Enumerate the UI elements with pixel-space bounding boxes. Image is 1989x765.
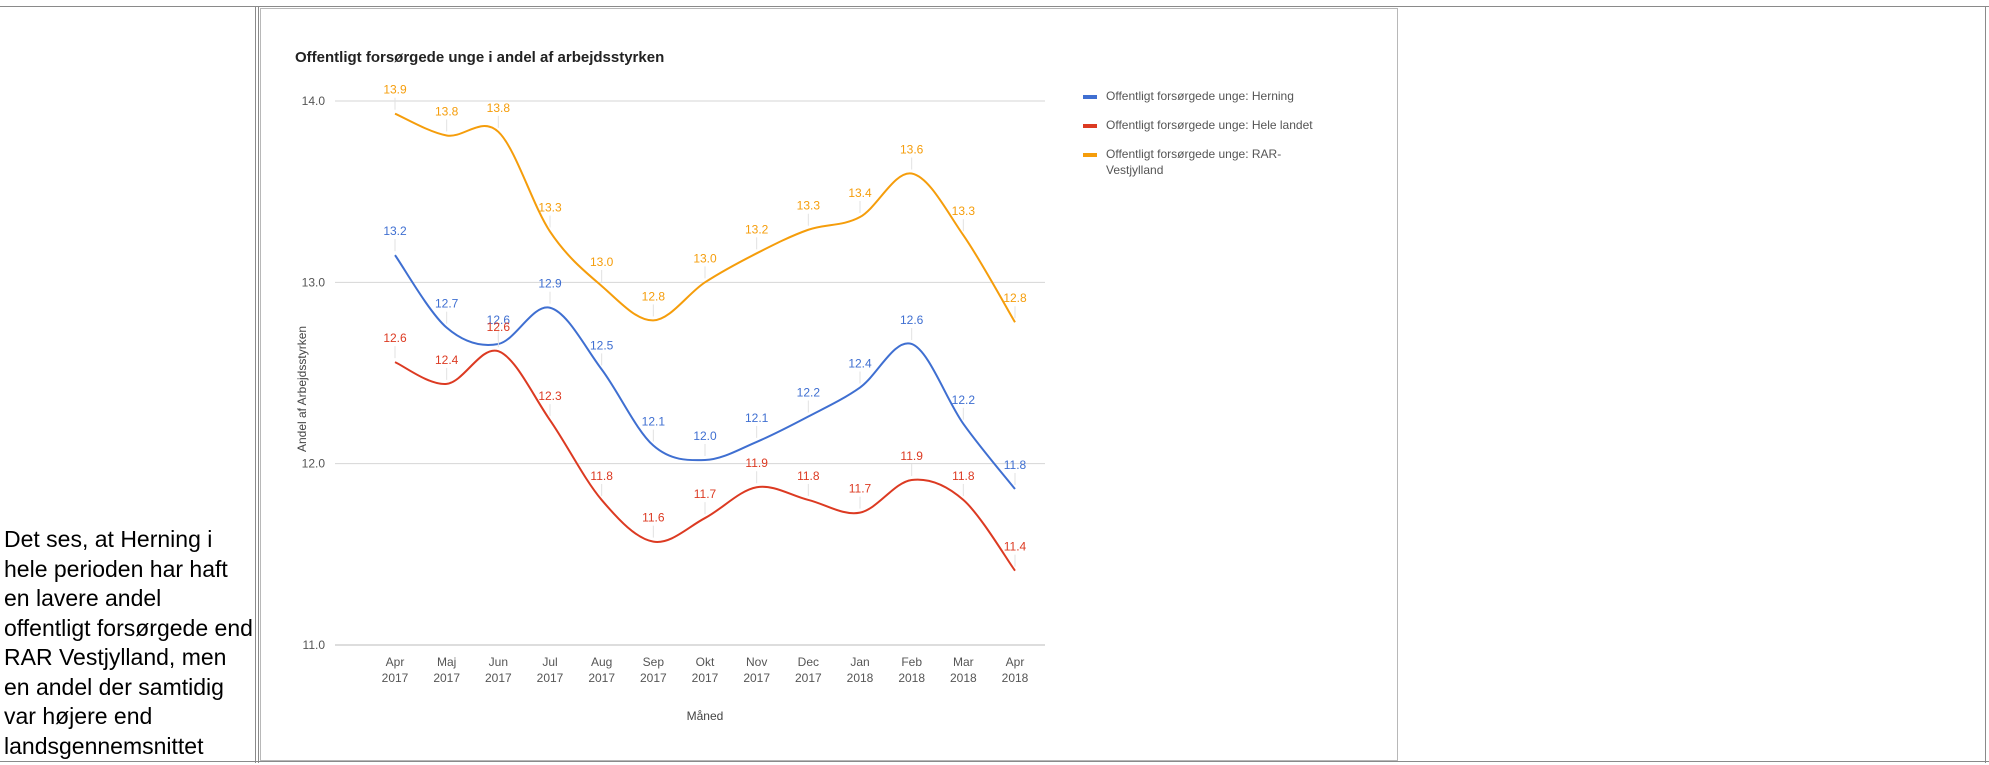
data-label: 13.2 bbox=[745, 222, 769, 236]
series-line[interactable] bbox=[394, 112, 1016, 323]
grid-line-right-col bbox=[1985, 6, 1986, 763]
data-label: 11.8 bbox=[797, 469, 820, 483]
x-tick-label-year: 2018 bbox=[847, 671, 874, 685]
y-tick-label: 14.0 bbox=[302, 94, 326, 108]
data-label: 13.9 bbox=[383, 83, 407, 97]
data-label: 12.3 bbox=[538, 389, 562, 403]
x-tick-label-year: 2018 bbox=[950, 671, 977, 685]
data-label: 13.3 bbox=[952, 204, 976, 218]
x-tick-label-month: Feb bbox=[901, 655, 922, 669]
x-tick-label-month: Apr bbox=[386, 655, 405, 669]
grid-line-bottom bbox=[0, 761, 1989, 762]
x-tick-label-month: Mar bbox=[953, 655, 974, 669]
data-label: 12.1 bbox=[745, 411, 769, 425]
data-label: 12.7 bbox=[435, 297, 459, 311]
data-label: 12.8 bbox=[642, 289, 666, 303]
grid-line-left-col bbox=[255, 6, 256, 763]
x-tick-label-month: Nov bbox=[746, 655, 767, 669]
data-label: 11.6 bbox=[642, 511, 665, 525]
data-label: 12.5 bbox=[590, 338, 614, 352]
data-labels: 13.2 12.7 12.6 12.9 12.5 12.1 12.0 12.1 12.2 12.4… bbox=[383, 83, 1027, 567]
x-tick-label-month: Dec bbox=[798, 655, 819, 669]
chart-frame[interactable]: Offentligt forsørgede unge i andel af ar… bbox=[260, 8, 1398, 761]
x-tick-label-year: 2017 bbox=[640, 671, 667, 685]
line-chart: Offentligt forsørgede unge i andel af ar… bbox=[295, 49, 1313, 723]
data-label: 13.8 bbox=[435, 104, 459, 118]
data-label: 13.8 bbox=[487, 101, 511, 115]
x-tick-label-year: 2017 bbox=[485, 671, 512, 685]
x-tick-label-year: 2017 bbox=[743, 671, 770, 685]
legend-swatch bbox=[1083, 95, 1097, 99]
x-tick-label-month: Sep bbox=[643, 655, 665, 669]
series-line[interactable] bbox=[394, 349, 1016, 572]
data-label: 12.4 bbox=[435, 353, 459, 367]
data-label: 13.3 bbox=[797, 199, 821, 213]
data-label: 12.4 bbox=[848, 357, 872, 371]
x-tick-label-year: 2017 bbox=[795, 671, 822, 685]
data-label: 12.6 bbox=[487, 313, 511, 327]
data-label: 12.0 bbox=[693, 429, 717, 443]
data-label: 11.7 bbox=[849, 482, 872, 496]
data-label: 13.4 bbox=[848, 186, 872, 200]
grid-line-top bbox=[0, 6, 1989, 7]
data-label: 11.9 bbox=[745, 456, 768, 470]
x-tick-label-month: Okt bbox=[696, 655, 715, 669]
data-label: 11.7 bbox=[694, 487, 717, 501]
legend-entry-label-continued[interactable]: Vestjylland bbox=[1106, 163, 1163, 177]
data-label: 11.9 bbox=[900, 449, 923, 463]
x-tick-label-year: 2017 bbox=[537, 671, 564, 685]
y-tick-label: 12.0 bbox=[302, 457, 326, 471]
x-tick-label-year: 2018 bbox=[1002, 671, 1029, 685]
data-label: 12.8 bbox=[1003, 291, 1027, 305]
gridlines bbox=[335, 100, 1045, 646]
axes: 11.0 12.0 13.0 14.0 Apr 2017 Maj 2017 Jun 2017 Jul… bbox=[302, 94, 1029, 685]
grid-line-left-col-2 bbox=[258, 6, 259, 763]
x-tick-label-year: 2017 bbox=[588, 671, 615, 685]
legend-swatch bbox=[1083, 124, 1097, 128]
x-tick-label-year: 2017 bbox=[692, 671, 719, 685]
x-tick-label-month: Aug bbox=[591, 655, 612, 669]
legend-swatch bbox=[1083, 153, 1097, 157]
legend-entry-label[interactable]: Offentligt forsørgede unge: RAR- bbox=[1106, 147, 1281, 161]
data-label: 12.9 bbox=[538, 277, 562, 291]
x-tick-label-month: Jun bbox=[489, 655, 508, 669]
data-label: 13.0 bbox=[693, 251, 717, 265]
y-tick-label: 11.0 bbox=[303, 638, 326, 652]
data-label: 13.6 bbox=[900, 143, 924, 157]
data-label: 13.0 bbox=[590, 255, 614, 269]
x-tick-label-year: 2018 bbox=[898, 671, 925, 685]
data-label: 12.2 bbox=[952, 393, 976, 407]
y-tick-label: 13.0 bbox=[302, 275, 326, 289]
x-tick-label-month: Jul bbox=[542, 655, 557, 669]
data-label: 11.8 bbox=[1004, 458, 1027, 472]
data-label: 11.4 bbox=[1004, 540, 1027, 554]
x-axis-title: Måned bbox=[687, 709, 724, 723]
data-label: 12.6 bbox=[383, 331, 407, 345]
legend[interactable]: Offentligt forsørgede unge: Herning Offen… bbox=[1083, 89, 1313, 177]
data-label: 12.1 bbox=[642, 415, 666, 429]
data-label: 12.2 bbox=[797, 386, 821, 400]
data-label: 12.6 bbox=[900, 313, 924, 327]
x-tick-label-month: Apr bbox=[1006, 655, 1025, 669]
x-tick-label-year: 2017 bbox=[433, 671, 460, 685]
x-tick-label-year: 2017 bbox=[382, 671, 409, 685]
side-note-text: Det ses, at Herning i hele perioden har … bbox=[4, 526, 253, 759]
data-label: 12.6 bbox=[487, 320, 511, 334]
x-tick-label-month: Maj bbox=[437, 655, 456, 669]
legend-entry-label[interactable]: Offentligt forsørgede unge: Hele landet bbox=[1106, 118, 1313, 132]
chart-title: Offentligt forsørgede unge i andel af ar… bbox=[295, 49, 664, 66]
y-axis-title: Andel af Arbejdsstyrken bbox=[295, 326, 309, 452]
data-label: 11.8 bbox=[952, 469, 975, 483]
data-label: 13.2 bbox=[383, 224, 407, 238]
data-label: 11.8 bbox=[590, 469, 613, 483]
data-label: 13.3 bbox=[538, 201, 562, 215]
x-tick-label-month: Jan bbox=[850, 655, 869, 669]
legend-entry-label[interactable]: Offentligt forsørgede unge: Herning bbox=[1106, 89, 1294, 103]
